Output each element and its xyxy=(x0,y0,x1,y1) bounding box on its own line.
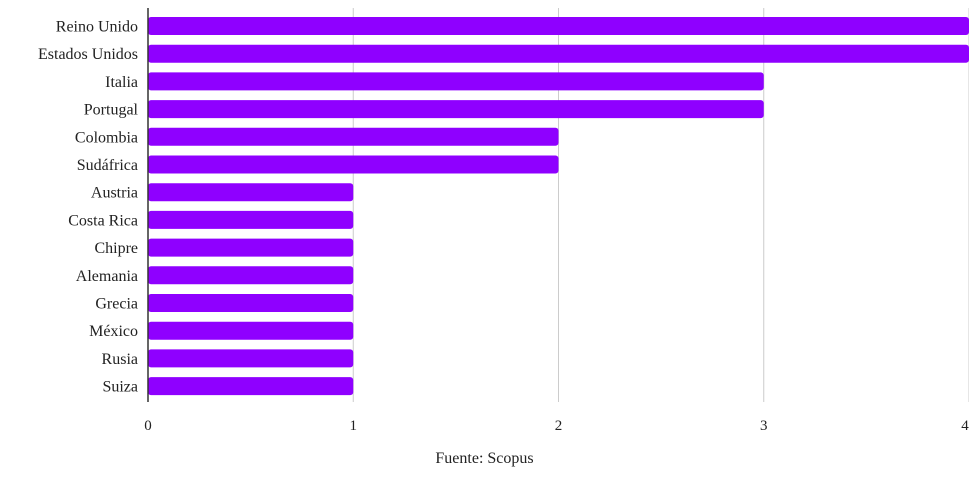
category-label: Reino Unido xyxy=(56,19,138,36)
source-note: Fuente: Scopus xyxy=(435,450,534,467)
bar xyxy=(148,266,354,285)
x-tick-label: 1 xyxy=(350,418,358,434)
bar xyxy=(148,100,764,119)
category-label: Sudáfrica xyxy=(77,157,138,174)
category-label: Grecia xyxy=(95,296,138,313)
x-tick-label: 0 xyxy=(144,418,152,434)
x-tick-label: 3 xyxy=(760,418,768,434)
x-tick-label: 4 xyxy=(961,418,969,434)
x-tick-labels: 0 1 2 3 4 xyxy=(144,418,969,434)
bar xyxy=(148,17,969,35)
category-label: Italia xyxy=(105,74,138,91)
bar xyxy=(148,210,354,229)
category-label: Alemania xyxy=(76,268,138,285)
category-label: Costa Rica xyxy=(68,212,138,229)
category-label: México xyxy=(89,323,138,340)
category-label: Estados Unidos xyxy=(38,46,138,63)
category-labels: Reino Unido Estados Unidos Italia Portugal C… xyxy=(38,19,139,396)
bar xyxy=(148,377,354,396)
x-tick-label: 2 xyxy=(555,418,563,434)
bar xyxy=(148,183,354,202)
category-label: Rusia xyxy=(102,351,138,368)
bar xyxy=(148,155,559,174)
category-label: Portugal xyxy=(84,102,139,119)
bars xyxy=(148,17,969,396)
bar xyxy=(148,238,354,257)
bar xyxy=(148,127,559,146)
bar xyxy=(148,72,764,91)
gridlines xyxy=(352,8,969,402)
category-label: Suiza xyxy=(102,379,138,396)
bar xyxy=(148,321,354,340)
category-label: Colombia xyxy=(75,129,138,146)
category-label: Austria xyxy=(91,185,138,202)
category-label: Chipre xyxy=(94,240,138,257)
bar xyxy=(148,294,354,312)
bar xyxy=(148,44,969,63)
bar xyxy=(148,349,354,368)
